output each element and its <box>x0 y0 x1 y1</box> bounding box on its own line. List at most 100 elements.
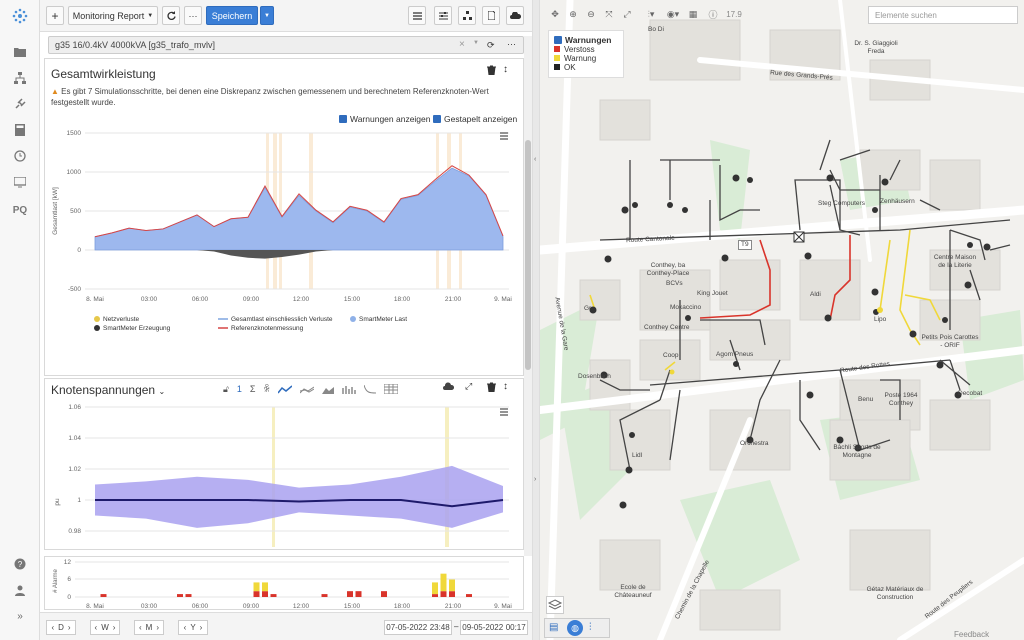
x-tick: 06:00 <box>192 296 209 303</box>
year-nav[interactable]: ‹ Y › <box>178 620 208 635</box>
x-tick: 8. Mai <box>86 296 104 303</box>
trash-icon[interactable] <box>487 382 496 394</box>
one-toggle[interactable]: 1 <box>236 384 242 394</box>
pan-icon[interactable]: ✥ <box>551 8 559 19</box>
refresh-icon[interactable] <box>162 6 180 25</box>
save-icon[interactable]: ▤ <box>549 622 559 633</box>
y-tick: 500 <box>70 208 81 215</box>
feedback-link[interactable]: Feedback <box>954 630 990 639</box>
bar-violation <box>253 591 260 597</box>
panel-title[interactable]: Knotenspannungen ⌄ <box>51 383 165 397</box>
legend-title-text: Warnungen <box>565 35 612 45</box>
end-datetime-input[interactable]: 09-05-2022 00:17 <box>460 620 528 635</box>
x-tick: 03:00 <box>141 603 158 610</box>
warning-message: ▲ Es gibt 7 Simulationsschritte, bei den… <box>51 86 511 108</box>
y-tick: 12 <box>64 559 72 566</box>
resize-vertical-icon[interactable]: ↕ <box>503 381 508 392</box>
legend-item[interactable]: SmartMeter Last <box>359 316 407 323</box>
chevron-right-icon: › <box>534 476 537 483</box>
place-label: Aldi <box>810 291 821 298</box>
fullscreen-icon[interactable]: ⤢ <box>623 8 631 19</box>
legend-item: Warnung <box>554 54 618 63</box>
expand-icon[interactable]: » <box>17 610 23 622</box>
menu-icon[interactable] <box>500 408 508 416</box>
hierarchy-icon[interactable]: ⫶ <box>589 622 592 633</box>
pq-label[interactable]: PQ <box>12 204 28 216</box>
multi-line-icon[interactable] <box>300 385 315 394</box>
add-button[interactable]: + <box>46 6 64 25</box>
scrollbar-thumb[interactable] <box>525 140 531 370</box>
caret-down-icon[interactable]: ▼ <box>473 40 479 46</box>
layers-icon[interactable] <box>546 596 564 614</box>
week-nav[interactable]: ‹ W › <box>90 620 120 635</box>
y-tick: 1000 <box>67 169 82 176</box>
panel-title-text: Knotenspannungen <box>51 383 156 397</box>
clock-icon[interactable] <box>10 146 30 166</box>
warnings-checkbox[interactable]: Warnungen anzeigen <box>339 114 431 124</box>
eye-icon[interactable]: ◉▾ <box>666 8 680 19</box>
help-icon[interactable]: ? <box>10 554 30 574</box>
fullscreen-icon[interactable]: ⤢ <box>465 381 473 391</box>
legend-item[interactable]: Referenzknotenmessung <box>231 325 304 332</box>
sigma-icon[interactable]: Σ <box>249 384 256 394</box>
cloud-download-icon[interactable] <box>443 382 455 393</box>
sliders-icon[interactable] <box>434 6 452 25</box>
resize-vertical-icon[interactable]: ↕ <box>503 64 508 75</box>
legend-item[interactable]: Gesamtlast einschliesslich Verluste <box>231 316 333 323</box>
x-tick: 12:00 <box>293 603 310 610</box>
bar-warning <box>440 573 447 592</box>
document-icon[interactable] <box>482 6 500 25</box>
trash-icon[interactable] <box>487 65 496 78</box>
save-button[interactable]: Speichern <box>206 6 258 25</box>
stacked-checkbox[interactable]: Gestapelt anzeigen <box>433 114 517 124</box>
alarm-bars <box>100 573 472 597</box>
info-icon[interactable]: ⓘ <box>708 9 718 20</box>
day-nav[interactable]: ‹ D › <box>46 620 76 635</box>
area-chart-icon[interactable] <box>322 385 335 394</box>
calculator-icon[interactable] <box>10 120 30 140</box>
transformer-selector[interactable]: g35 16/0.4kV 4000kVA [g35_trafo_mvlv] × … <box>48 36 524 54</box>
line-chart-icon[interactable] <box>278 384 293 394</box>
report-dropdown[interactable]: Monitoring Report ▼ <box>68 6 158 25</box>
legend-swatch <box>554 64 560 70</box>
network-icon[interactable] <box>10 68 30 88</box>
save-dropdown-icon[interactable]: ▼ <box>260 6 274 25</box>
fit-icon[interactable]: ⤧ <box>605 8 613 19</box>
panel-collapse-handle[interactable]: ‹ › <box>532 0 540 640</box>
element-search-input[interactable]: Elemente suchen <box>868 6 1018 24</box>
folder-icon[interactable] <box>10 42 30 62</box>
month-nav[interactable]: ‹ M › <box>134 620 164 635</box>
legend-item[interactable]: Netzverluste <box>103 316 140 323</box>
grid-icon[interactable]: ▦ <box>688 8 698 19</box>
map-view[interactable]: Bo Di Dr. S. Giaggioli Freda Rue des Gra… <box>540 0 1024 640</box>
refresh-icon[interactable]: ⟳ <box>487 40 495 50</box>
report-label: Monitoring Report <box>72 10 145 21</box>
place-label: Mokaccino <box>670 304 702 311</box>
monitor-icon[interactable] <box>10 172 30 192</box>
unlock-icon[interactable]: 🔓︎ <box>223 383 229 394</box>
legend-title[interactable]: Warnungen <box>554 35 618 45</box>
warning-text: Es gibt 7 Simulationsschritte, bei denen… <box>51 87 489 107</box>
selector-value: g35 16/0.4kV 4000kVA [g35_trafo_mvlv] <box>55 40 215 50</box>
more-icon[interactable]: ··· <box>184 6 202 25</box>
layers-tree-icon[interactable]: ⫶▾ <box>647 8 655 19</box>
person-icon[interactable]: ꆜ <box>263 384 271 394</box>
globe-icon[interactable]: ◍ <box>567 620 583 636</box>
user-icon[interactable] <box>10 580 30 600</box>
zoom-out-icon[interactable]: ⊖ <box>587 8 595 19</box>
clear-icon[interactable]: × <box>459 39 465 50</box>
bar-chart-icon[interactable] <box>342 385 357 394</box>
legend-item[interactable]: SmartMeter Erzeugung <box>103 325 171 332</box>
menu-icon[interactable] <box>500 132 508 140</box>
list-icon[interactable] <box>408 6 426 25</box>
logo-icon[interactable] <box>10 6 30 26</box>
more-icon[interactable]: ··· <box>507 39 516 49</box>
cloud-download-icon[interactable] <box>506 6 524 25</box>
start-datetime-input[interactable]: 07-05-2022 23:48 <box>384 620 452 635</box>
bar-violation <box>466 594 472 597</box>
zoom-in-icon[interactable]: ⊕ <box>569 8 577 19</box>
plug-icon[interactable] <box>10 94 30 114</box>
curve-icon[interactable] <box>364 384 377 394</box>
hierarchy-icon[interactable] <box>458 6 476 25</box>
table-icon[interactable] <box>384 384 399 394</box>
